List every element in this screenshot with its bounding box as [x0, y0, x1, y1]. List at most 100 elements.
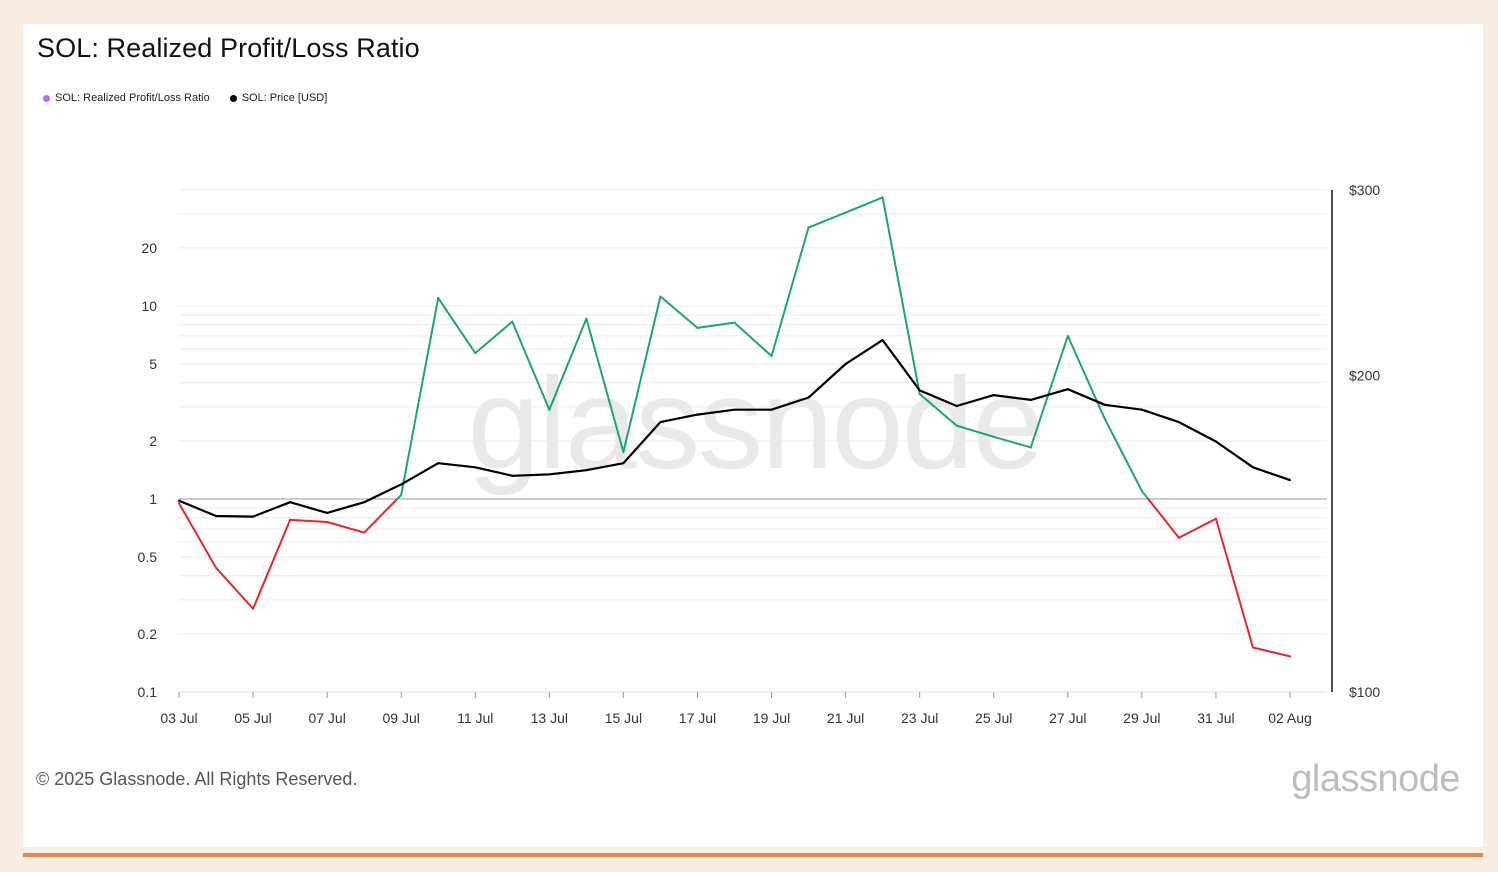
ratio-segment: [1251, 646, 1291, 658]
legend-label-price: SOL: Price [USD]: [241, 92, 328, 104]
ratio-point: [474, 352, 477, 355]
ratio-point: [252, 607, 255, 610]
legend-item-ratio[interactable]: SOL: Realized Profit/Loss Ratio: [43, 92, 210, 104]
x-tick-label: 27 Jul: [1049, 710, 1086, 726]
price-point: [252, 515, 255, 518]
x-axis: 03 Jul 05 Jul 07 Jul 09 Jul 11 Jul 13 Jul 15 J…: [160, 691, 1327, 726]
price-point: [955, 404, 958, 407]
ratio-point: [770, 355, 773, 358]
ratio-segment: [289, 518, 329, 524]
price-point: [585, 469, 588, 472]
x-tick-label: 02 Aug: [1268, 710, 1312, 726]
ratio-segment: [326, 521, 366, 534]
price-point: [1103, 403, 1106, 406]
x-tick-label: 07 Jul: [308, 710, 345, 726]
ratio-segment: [363, 498, 399, 534]
price-point: [1289, 479, 1291, 482]
y-left-tick-label: 5: [149, 356, 157, 372]
price-point: [844, 362, 847, 365]
y-left-tick-label: 1: [149, 491, 157, 507]
ratio-point: [992, 435, 995, 438]
ratio-segment: [474, 320, 514, 355]
ratio-point: [215, 566, 218, 569]
x-tick-label: 21 Jul: [827, 710, 864, 726]
y-right-tick-label: $100: [1349, 684, 1380, 700]
x-tick-label: 29 Jul: [1123, 710, 1160, 726]
ratio-segment: [844, 196, 884, 214]
price-point: [437, 462, 440, 465]
ratio-point: [918, 392, 921, 395]
ratio-point: [1140, 490, 1143, 493]
price-point: [807, 396, 810, 399]
price-point: [696, 413, 699, 416]
y-right-tick-label: $200: [1349, 367, 1380, 383]
y-left-tick-label: 0.2: [138, 626, 158, 642]
price-point: [1251, 466, 1254, 469]
price-point: [511, 474, 514, 477]
price-point: [215, 514, 218, 517]
x-tick-label: 05 Jul: [234, 710, 271, 726]
ratio-segment: [622, 295, 662, 454]
ratio-point: [1214, 517, 1217, 520]
ratio-segment: [733, 321, 773, 358]
x-tick-label: 31 Jul: [1197, 710, 1234, 726]
ratio-point: [363, 531, 366, 534]
ratio-point: [807, 226, 810, 229]
ratio-segment: [215, 566, 255, 610]
copyright-footer: © 2025 Glassnode. All Rights Reserved.: [36, 769, 358, 789]
price-point: [548, 473, 551, 476]
legend-dot-ratio: [43, 94, 50, 102]
price-point: [918, 389, 921, 392]
ratio-segment: [548, 317, 588, 411]
glassnode-logo: glassnode: [1291, 758, 1460, 800]
legend-label-ratio: SOL: Realized Profit/Loss Ratio: [55, 92, 210, 104]
ratio-point: [400, 493, 403, 496]
price-point: [1177, 421, 1180, 424]
ratio-segment: [918, 392, 958, 427]
bottom-accent-rule: [23, 853, 1483, 857]
price-point: [1140, 408, 1143, 411]
ratio-segment: [955, 424, 995, 438]
ratio-segment: [1214, 517, 1254, 649]
ratio-segment: [881, 196, 921, 395]
price-point: [400, 483, 403, 486]
price-point: [1214, 440, 1217, 443]
left-axis: 0.1 0.2 0.5 1 2 5 10 20: [138, 240, 158, 700]
gridlines: [179, 189, 1327, 693]
ratio-point: [881, 196, 884, 199]
ratio-point: [548, 408, 551, 411]
price-point: [770, 408, 773, 411]
ratio-segment: [1103, 417, 1143, 493]
price-point: [622, 462, 625, 465]
ratio-segment: [659, 295, 699, 329]
price-point: [1066, 388, 1069, 391]
right-axis: $100 $200 $300: [1331, 182, 1380, 700]
x-tick-label: 11 Jul: [457, 710, 493, 726]
legend-item-price[interactable]: SOL: Price [USD]: [229, 92, 328, 104]
price-point: [363, 501, 366, 504]
x-tick-label: 23 Jul: [901, 710, 938, 726]
price-point: [881, 339, 884, 342]
ratio-point: [1251, 646, 1254, 649]
ratio-segment: [696, 321, 736, 329]
price-point: [474, 466, 477, 469]
x-tick-label: 03 Jul: [160, 710, 197, 726]
ratio-segment: [1029, 334, 1069, 449]
ratio-point: [955, 424, 958, 427]
x-tick-label: 25 Jul: [975, 710, 1012, 726]
x-tick-label: 13 Jul: [531, 710, 568, 726]
price-point: [992, 394, 995, 397]
ratio-segment: [511, 320, 551, 411]
y-left-tick-label: 10: [141, 298, 157, 314]
x-tick-label: 19 Jul: [753, 710, 790, 726]
ratio-point: [326, 521, 329, 524]
ratio-segment: [770, 226, 810, 358]
series-ratio-line: [178, 196, 1291, 658]
ratio-point: [1066, 334, 1069, 337]
ratio-point: [1177, 536, 1180, 539]
legend: SOL: Realized Profit/Loss Ratio SOL: Pri…: [43, 92, 327, 104]
price-point: [733, 408, 736, 411]
ratio-segment: [400, 297, 440, 496]
ratio-segment: [1177, 517, 1217, 539]
